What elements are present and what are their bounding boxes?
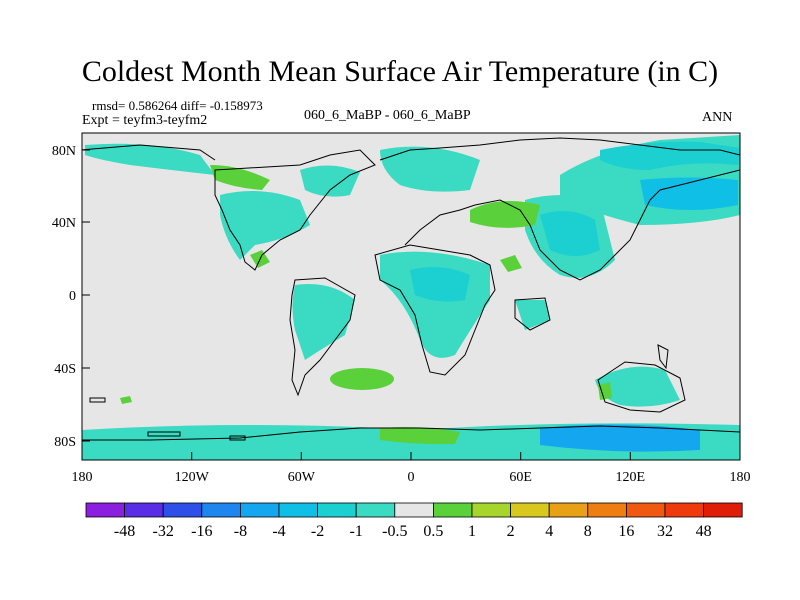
colorbar-swatch [471, 502, 511, 518]
x-tick-label: 120E [616, 470, 646, 485]
coastlines [82, 137, 740, 441]
coastline-north-america [214, 149, 376, 271]
x-tick-label: 120W [175, 470, 210, 485]
colorbar-label: -1 [350, 523, 363, 540]
x-tick-label: 60E [509, 470, 532, 485]
anomaly-region [595, 366, 680, 407]
y-tick-label: 40S [54, 362, 76, 377]
colorbar-swatch [432, 502, 473, 518]
coastline-ice-shelf [147, 431, 181, 437]
colorbar [85, 502, 743, 518]
colorbar-label: 1 [468, 523, 476, 540]
colorbar-swatch [664, 502, 704, 518]
coastline-africa [374, 244, 496, 376]
coastline-south-america [289, 277, 356, 397]
anomaly-region [410, 266, 470, 302]
colorbar-swatch [201, 502, 241, 518]
colorbar-label: -0.5 [382, 523, 407, 540]
axis-ticks [81, 149, 741, 460]
colorbar-swatch [317, 502, 357, 518]
y-tick-label: 80N [52, 144, 76, 159]
colorbar-swatch [510, 502, 550, 518]
stats-text: rmsd= 0.586264 diff= -0.158973 [92, 98, 263, 113]
colorbar-label: -16 [191, 523, 212, 540]
coastline-ice-shelf [229, 435, 246, 441]
colorbar-swatch [626, 502, 666, 518]
anomaly-region [380, 146, 480, 192]
anomaly-region [600, 141, 740, 170]
colorbar-labels: -48 -32 -16 -8 -4 -2 -1 -0.5 0.5 1 2 4 8 16 32 48 [114, 523, 712, 540]
colorbar-swatch [239, 502, 280, 518]
x-tick-label: 0 [408, 470, 415, 485]
colorbar-label: 2 [507, 523, 515, 540]
anomaly-region [380, 427, 460, 445]
anomaly-field [82, 135, 740, 460]
x-tick-label: 60W [288, 470, 316, 485]
coastline-australia [597, 361, 686, 413]
colorbar-label: 16 [618, 523, 634, 540]
coastline-island [89, 397, 106, 403]
colorbar-label: 8 [584, 523, 592, 540]
anomaly-region [598, 382, 612, 400]
colorbar-label: -4 [272, 523, 285, 540]
coastline-eurasia-north [379, 137, 740, 161]
anomaly-region [85, 143, 215, 175]
colorbar-label: 48 [696, 523, 712, 540]
colorbar-swatch [162, 502, 203, 518]
anomaly-region [300, 165, 360, 197]
x-tick-label: 180 [730, 470, 751, 485]
experiment-label: Expt = teyfm3-teyfm2 [82, 113, 208, 128]
anomaly-region [500, 255, 522, 272]
case-label: 060_6_MaBP - 060_6_MaBP [304, 108, 471, 123]
coastline-new-guinea [657, 344, 669, 370]
coastline-alaska [82, 144, 216, 161]
anomaly-region [330, 368, 394, 390]
y-tick-label: 0 [69, 289, 76, 304]
season-label: ANN [702, 110, 733, 125]
colorbar-swatch [355, 502, 396, 518]
colorbar-label: 32 [657, 523, 673, 540]
colorbar-swatch [124, 502, 164, 518]
colorbar-swatch [278, 502, 318, 518]
colorbar-swatch [85, 502, 125, 518]
anomaly-region [540, 211, 600, 256]
anomaly-region [210, 165, 270, 190]
colorbar-label: -8 [234, 523, 247, 540]
anomaly-region [515, 300, 550, 330]
anomaly-region [540, 424, 700, 452]
anomaly-region [640, 177, 738, 210]
colorbar-swatch [587, 502, 627, 518]
x-tick-label: 180 [72, 470, 93, 485]
colorbar-label: -32 [153, 523, 174, 540]
anomaly-region [220, 191, 310, 260]
anomaly-region [120, 396, 132, 404]
colorbar-label: -48 [114, 523, 135, 540]
y-tick-label: 80S [54, 435, 76, 450]
coastline-antarctica [82, 425, 740, 441]
coastline-madagascar [514, 297, 551, 331]
coastline-eurasia-south [404, 169, 740, 281]
anomaly-region [292, 284, 355, 360]
colorbar-label: 4 [545, 523, 553, 540]
colorbar-swatch [394, 502, 434, 518]
colorbar-swatch [703, 502, 743, 518]
colorbar-swatch [548, 502, 589, 518]
map-title: Coldest Month Mean Surface Air Temperatu… [81, 55, 719, 88]
anomaly-region [470, 201, 540, 228]
colorbar-label: 0.5 [423, 523, 443, 540]
colorbar-label: -2 [311, 523, 324, 540]
y-tick-label: 40N [52, 216, 76, 231]
